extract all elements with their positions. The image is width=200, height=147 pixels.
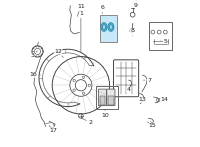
- Text: 3: 3: [30, 51, 38, 58]
- FancyBboxPatch shape: [100, 96, 105, 105]
- Text: 11: 11: [77, 4, 85, 16]
- Ellipse shape: [109, 25, 112, 29]
- Text: 12: 12: [54, 49, 63, 57]
- Ellipse shape: [101, 23, 107, 31]
- FancyBboxPatch shape: [100, 15, 117, 42]
- FancyBboxPatch shape: [98, 89, 107, 106]
- Text: 16: 16: [29, 72, 40, 77]
- Text: 15: 15: [148, 121, 156, 128]
- Text: 4: 4: [127, 85, 131, 92]
- Ellipse shape: [108, 23, 114, 31]
- Text: 8: 8: [130, 28, 134, 36]
- FancyBboxPatch shape: [108, 96, 114, 105]
- Text: 6: 6: [100, 5, 104, 13]
- Text: 2: 2: [81, 118, 92, 125]
- Text: 5: 5: [161, 39, 167, 44]
- Ellipse shape: [102, 25, 106, 29]
- Text: 9: 9: [133, 3, 137, 10]
- FancyBboxPatch shape: [107, 89, 115, 106]
- Text: 14: 14: [160, 97, 169, 102]
- Text: 13: 13: [139, 97, 147, 102]
- Text: 10: 10: [101, 109, 109, 118]
- Text: 1: 1: [79, 11, 83, 52]
- Text: 17: 17: [50, 123, 58, 133]
- Text: 7: 7: [143, 78, 151, 83]
